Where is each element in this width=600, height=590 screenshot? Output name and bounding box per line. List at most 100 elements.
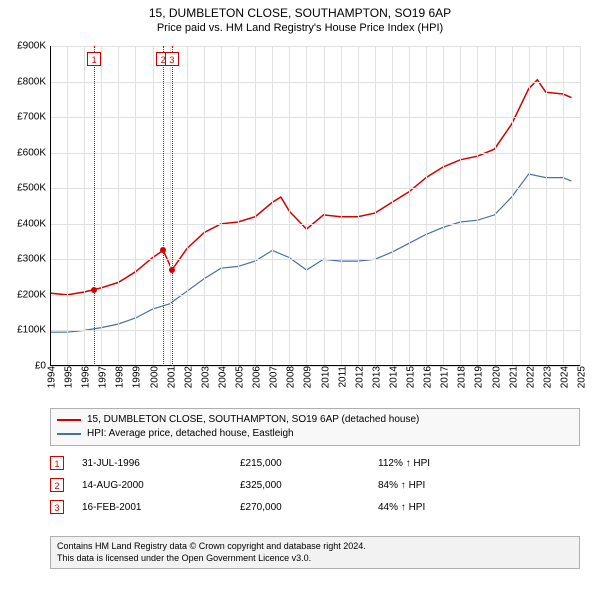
x-axis-label: 2008 bbox=[282, 366, 297, 388]
x-axis-label: 2022 bbox=[521, 366, 536, 388]
y-axis-label: £600K bbox=[17, 147, 50, 158]
x-axis-label: 2007 bbox=[265, 366, 280, 388]
y-axis-label: £700K bbox=[17, 112, 50, 123]
sale-events-table: 131-JUL-1996£215,000112% ↑ HPI214-AUG-20… bbox=[50, 452, 430, 518]
event-point-marker bbox=[160, 247, 166, 253]
gridline-v bbox=[460, 46, 461, 366]
event-table-numbox: 2 bbox=[50, 478, 64, 492]
gridline-v bbox=[67, 46, 68, 366]
gridline-h bbox=[50, 224, 580, 225]
x-axis-label: 2020 bbox=[487, 366, 502, 388]
x-axis-label: 2018 bbox=[453, 366, 468, 388]
gridline-v bbox=[153, 46, 154, 366]
x-axis-label: 2004 bbox=[213, 366, 228, 388]
gridline-v bbox=[255, 46, 256, 366]
event-date: 31-JUL-1996 bbox=[64, 458, 222, 469]
gridline-v bbox=[289, 46, 290, 366]
x-axis-label: 2002 bbox=[179, 366, 194, 388]
event-pct: 84% ↑ HPI bbox=[360, 480, 425, 491]
gridline-v bbox=[118, 46, 119, 366]
attribution-line-1: Contains HM Land Registry data © Crown c… bbox=[57, 541, 573, 553]
event-table-numbox: 1 bbox=[50, 456, 64, 470]
legend-row: 15, DUMBLETON CLOSE, SOUTHAMPTON, SO19 6… bbox=[57, 413, 573, 427]
x-axis-label: 2021 bbox=[504, 366, 519, 388]
x-axis-label: 2001 bbox=[162, 366, 177, 388]
gridline-v bbox=[443, 46, 444, 366]
event-price: £325,000 bbox=[222, 480, 360, 491]
gridline-h bbox=[50, 82, 580, 83]
chart-lines-svg bbox=[50, 46, 580, 366]
gridline-v bbox=[512, 46, 513, 366]
y-axis-label: £400K bbox=[17, 218, 50, 229]
gridline-h bbox=[50, 188, 580, 189]
gridline-v bbox=[409, 46, 410, 366]
x-axis-line bbox=[50, 365, 580, 366]
gridline-v bbox=[272, 46, 273, 366]
event-marker-line bbox=[94, 46, 95, 366]
gridline-v bbox=[529, 46, 530, 366]
x-axis-label: 2014 bbox=[384, 366, 399, 388]
x-axis-label: 2013 bbox=[367, 366, 382, 388]
x-axis-label: 2023 bbox=[538, 366, 553, 388]
x-axis-label: 1997 bbox=[94, 366, 109, 388]
y-axis-line bbox=[50, 46, 51, 366]
gridline-v bbox=[238, 46, 239, 366]
event-table-row: 214-AUG-2000£325,00084% ↑ HPI bbox=[50, 474, 430, 496]
gridline-h bbox=[50, 330, 580, 331]
chart-plot-area: £0£100K£200K£300K£400K£500K£600K£700K£80… bbox=[50, 46, 580, 366]
x-axis-label: 1994 bbox=[43, 366, 58, 388]
x-axis-label: 2005 bbox=[231, 366, 246, 388]
chart-legend: 15, DUMBLETON CLOSE, SOUTHAMPTON, SO19 6… bbox=[50, 408, 580, 446]
x-axis-label: 1998 bbox=[111, 366, 126, 388]
event-price: £270,000 bbox=[222, 502, 360, 513]
x-axis-label: 2011 bbox=[333, 366, 348, 388]
gridline-v bbox=[426, 46, 427, 366]
gridline-v bbox=[546, 46, 547, 366]
event-point-marker bbox=[91, 287, 97, 293]
gridline-v bbox=[306, 46, 307, 366]
gridline-h bbox=[50, 117, 580, 118]
event-price: £215,000 bbox=[222, 458, 360, 469]
gridline-h bbox=[50, 46, 580, 47]
y-axis-label: £800K bbox=[17, 76, 50, 87]
gridline-v bbox=[84, 46, 85, 366]
x-axis-label: 2016 bbox=[419, 366, 434, 388]
attribution-box: Contains HM Land Registry data © Crown c… bbox=[50, 536, 580, 569]
chart-title: 15, DUMBLETON CLOSE, SOUTHAMPTON, SO19 6… bbox=[0, 0, 600, 22]
x-axis-label: 2003 bbox=[196, 366, 211, 388]
gridline-v bbox=[101, 46, 102, 366]
x-axis-label: 2000 bbox=[145, 366, 160, 388]
y-axis-label: £900K bbox=[17, 41, 50, 52]
y-axis-label: £500K bbox=[17, 183, 50, 194]
x-axis-label: 2012 bbox=[350, 366, 365, 388]
event-table-row: 316-FEB-2001£270,00044% ↑ HPI bbox=[50, 496, 430, 518]
gridline-v bbox=[324, 46, 325, 366]
legend-row: HPI: Average price, detached house, East… bbox=[57, 427, 573, 441]
event-point-marker bbox=[169, 267, 175, 273]
x-axis-label: 2006 bbox=[248, 366, 263, 388]
legend-label: HPI: Average price, detached house, East… bbox=[87, 427, 294, 441]
gridline-v bbox=[341, 46, 342, 366]
gridline-v bbox=[187, 46, 188, 366]
gridline-h bbox=[50, 259, 580, 260]
gridline-h bbox=[50, 153, 580, 154]
gridline-v bbox=[375, 46, 376, 366]
event-date: 16-FEB-2001 bbox=[64, 502, 222, 513]
x-axis-label: 2010 bbox=[316, 366, 331, 388]
event-pct: 44% ↑ HPI bbox=[360, 502, 425, 513]
x-axis-label: 2017 bbox=[436, 366, 451, 388]
gridline-v bbox=[170, 46, 171, 366]
attribution-line-2: This data is licensed under the Open Gov… bbox=[57, 553, 573, 565]
y-axis-label: £200K bbox=[17, 289, 50, 300]
event-marker-line bbox=[172, 46, 173, 366]
y-axis-label: £300K bbox=[17, 254, 50, 265]
gridline-v bbox=[392, 46, 393, 366]
event-marker-line bbox=[163, 46, 164, 366]
event-table-numbox: 3 bbox=[50, 500, 64, 514]
legend-label: 15, DUMBLETON CLOSE, SOUTHAMPTON, SO19 6… bbox=[87, 413, 419, 427]
x-axis-label: 1995 bbox=[60, 366, 75, 388]
series-line bbox=[50, 174, 572, 332]
gridline-v bbox=[563, 46, 564, 366]
x-axis-label: 2019 bbox=[470, 366, 485, 388]
x-axis-label: 2009 bbox=[299, 366, 314, 388]
